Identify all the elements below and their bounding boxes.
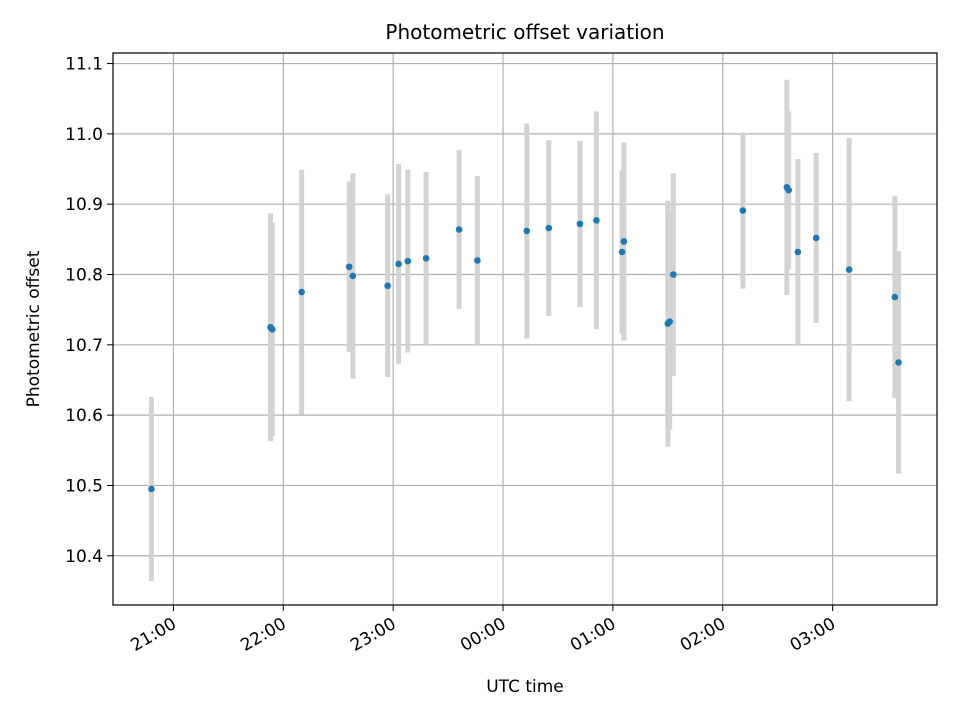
plot-frame — [112, 52, 938, 606]
x-tick-label: 00:00 — [457, 614, 509, 656]
data-point — [148, 485, 155, 493]
data-point — [666, 318, 673, 325]
data-point — [739, 207, 747, 214]
data-point — [384, 282, 391, 290]
x-tick-label: 21:00 — [127, 614, 179, 656]
data-point — [812, 234, 820, 242]
y-tick-label: 10.9 — [65, 195, 103, 215]
data-point — [794, 248, 802, 256]
data-point — [298, 288, 305, 296]
data-point — [620, 238, 628, 245]
data-point — [785, 186, 792, 194]
data-point — [576, 220, 584, 228]
chart-title: Photometric offset variation — [385, 20, 664, 44]
y-tick-label: 10.7 — [65, 336, 103, 356]
x-grid — [172, 53, 834, 605]
x-tick-label: 22:00 — [237, 614, 289, 656]
x-axis-ticks: 21:00 22:00 23:00 00:00 01:00 02:00 03:00 — [127, 605, 839, 656]
y-tick-label: 11.1 — [65, 55, 103, 75]
data-point — [395, 260, 402, 268]
x-tick-label: 01:00 — [567, 614, 619, 656]
data-point — [349, 272, 357, 280]
data-markers — [148, 184, 902, 493]
data-point — [404, 257, 412, 265]
y-tick-label: 11.0 — [65, 125, 103, 145]
y-tick-label: 10.4 — [65, 547, 103, 567]
data-point — [455, 226, 463, 233]
x-tick-label: 03:00 — [787, 614, 839, 656]
data-point — [545, 224, 553, 232]
y-axis-title: Photometric offset — [24, 250, 44, 407]
data-point — [345, 263, 353, 271]
y-axis-ticks: 10.4 10.5 10.6 10.7 10.8 10.9 11.0 11.1 — [65, 55, 113, 567]
data-point — [670, 271, 677, 278]
y-tick-label: 10.6 — [65, 406, 103, 426]
data-point — [422, 255, 430, 262]
data-point — [891, 293, 899, 301]
data-point — [523, 227, 531, 235]
data-point — [845, 266, 853, 273]
x-axis-title: UTC time — [486, 677, 564, 697]
data-point — [269, 326, 276, 333]
y-tick-label: 10.5 — [65, 476, 103, 496]
error-bars — [148, 79, 902, 582]
data-point — [474, 257, 481, 264]
x-tick-label: 02:00 — [677, 614, 729, 656]
x-tick-label: 23:00 — [347, 614, 399, 656]
data-point — [618, 248, 626, 256]
data-point — [593, 217, 600, 224]
data-point — [895, 359, 902, 366]
y-tick-label: 10.8 — [65, 266, 103, 286]
